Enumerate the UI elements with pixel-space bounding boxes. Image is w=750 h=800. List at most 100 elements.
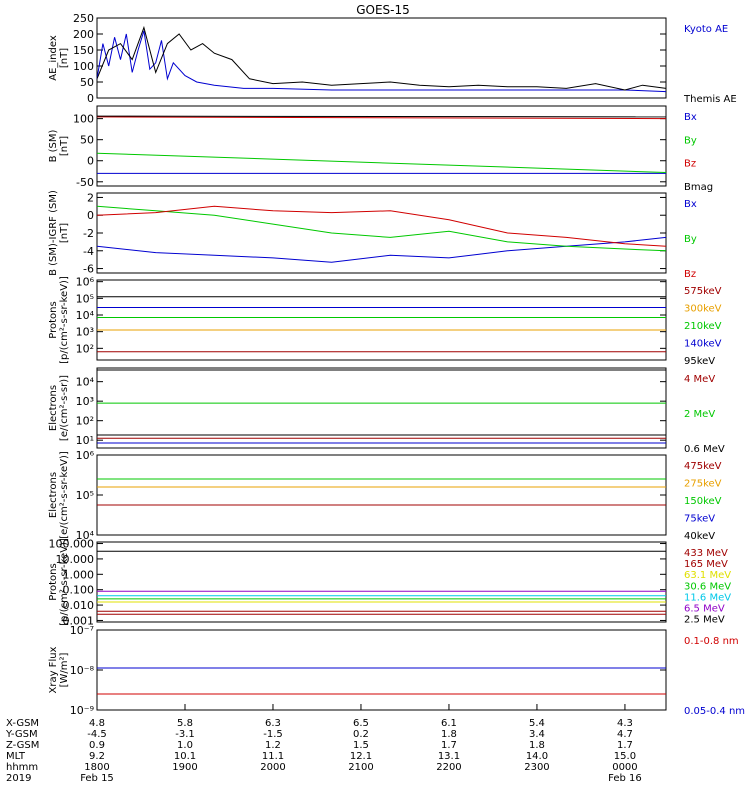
y-tick-label: 10² [76, 342, 94, 355]
legend-entry: Bmag [684, 182, 713, 193]
x-tick-value: 9.2 [89, 751, 105, 762]
series-line [96, 30, 667, 93]
legend-entry: 150keV [684, 496, 722, 507]
y-tick-label: 0 [87, 209, 94, 222]
legend-entry: 63.1 MeV [684, 570, 731, 581]
y-axis-label: Protons [48, 563, 59, 600]
plot-frame [96, 541, 667, 623]
y-axis-label: [e/(cm²-s-sr-keV)] [59, 451, 70, 539]
legend-entry: Bx [684, 199, 697, 210]
y-tick-label: 10³ [76, 395, 94, 408]
x-tick-value: -1.5 [263, 729, 283, 740]
y-axis-label: Electrons [48, 472, 59, 518]
x-axis-row-label: hhmm [6, 762, 38, 773]
plot-frame [96, 629, 667, 711]
legend-entry: Kyoto AE [684, 24, 728, 35]
panel-5: 10¹ 10² 10³ 10⁴ Electrons [e/(cm²-s-sr)] 4 MeV… [48, 367, 725, 455]
legend-entry: 11.6 MeV [684, 592, 731, 603]
y-tick-label: 10⁵ [76, 489, 94, 502]
y-tick-label: 200 [73, 28, 94, 41]
legend-entry: Bz [684, 159, 696, 170]
y-tick-label: 0.001 [63, 614, 95, 627]
legend-entry: 0.05-0.4 nm [684, 706, 745, 717]
legend-entry: 210keV [684, 321, 722, 332]
legend-entry: 75keV [684, 514, 715, 525]
x-tick-value: -3.1 [175, 729, 195, 740]
y-tick-label: 250 [73, 12, 94, 25]
panel-8: 10⁻⁹ 10⁻⁸ 10⁻⁷ Xray Flux [W/m²] 0.1-0.8 nm 0.0… [48, 624, 745, 717]
x-tick-value: 1.8 [441, 729, 457, 740]
x-tick-value: 0.2 [353, 729, 369, 740]
panels: 0 50 100 150 200 250 AE_index [nT] Kyoto AE Themi… [48, 12, 745, 717]
y-axis-label: [nT] [59, 136, 70, 156]
legend-entry: By [684, 135, 697, 146]
y-tick-label: 2 [87, 191, 94, 204]
y-tick-label: -6 [83, 263, 94, 276]
y-tick-label: 150 [73, 44, 94, 57]
x-tick-value: 13.1 [438, 751, 460, 762]
y-tick-label: 10⁵ [76, 292, 94, 305]
x-tick-value: -4.5 [87, 729, 107, 740]
legend-entry: 165 MeV [684, 559, 728, 570]
x-tick-value: 10.1 [174, 751, 196, 762]
x-tick-value: 1800 [84, 762, 109, 773]
legend-entry: 0.6 MeV [684, 444, 725, 455]
x-axis-row-label: X-GSM [6, 718, 39, 729]
panel-7: 0.001 0.010 0.100 1.000 10.000 100.000 Protons… [48, 538, 731, 628]
x-tick-value: 15.0 [614, 751, 636, 762]
x-tick-value: 1.5 [353, 740, 369, 751]
legend-entry: 6.5 MeV [684, 603, 725, 614]
y-tick-label: 0 [87, 92, 94, 105]
legend-entry: 575keV [684, 286, 722, 297]
x-tick-value: 2300 [524, 762, 549, 773]
y-tick-label: 10² [76, 415, 94, 428]
plot-frame [96, 105, 667, 187]
legend-entry: 30.6 MeV [684, 581, 731, 592]
x-tick-value: 6.5 [353, 718, 369, 729]
y-tick-label: 10¹ [76, 434, 94, 447]
x-tick-value: 4.7 [617, 729, 633, 740]
plot-frame [96, 279, 667, 361]
y-tick-label: 10⁻⁸ [70, 664, 95, 677]
y-axis-label: B (SM) [48, 129, 59, 162]
x-axis-row-label: MLT [6, 751, 26, 762]
x-tick-value: 4.8 [89, 718, 105, 729]
y-axis-label: [e/(cm²-s-sr)] [59, 375, 70, 441]
y-tick-label: 10⁻⁷ [70, 624, 94, 637]
y-tick-label: 50 [80, 134, 94, 147]
y-axis-label: Protons [48, 301, 59, 338]
x-tick-value: 2200 [436, 762, 461, 773]
x-tick-value: 2000 [260, 762, 285, 773]
x-tick-value: 1.7 [441, 740, 457, 751]
x-axis-row-label: Z-GSM [6, 740, 39, 751]
x-tick-value: 5.4 [529, 718, 545, 729]
y-axis-label: AE_index [48, 35, 59, 81]
plot-frame [96, 367, 667, 449]
y-tick-label: 1.000 [63, 568, 95, 581]
y-axis-label: [p/(cm²-s-sr-keV)] [59, 538, 70, 626]
x-tick-value: 0000 [612, 762, 637, 773]
x-tick-value: 2100 [348, 762, 373, 773]
panel-3: -6 -4 -2 0 2 B (SM)-IGRF (SM) [nT] Bx By Bz [48, 190, 697, 280]
legend-entry: 475keV [684, 461, 722, 472]
legend-entry: 433 MeV [684, 548, 728, 559]
legend-entry: 40keV [684, 531, 715, 542]
y-axis-label: B (SM)-IGRF (SM) [48, 190, 59, 276]
y-tick-label: 10.000 [56, 553, 95, 566]
y-tick-label: 100 [73, 113, 94, 126]
series-line [96, 116, 667, 120]
legend-entry: 95keV [684, 356, 715, 367]
x-axis-row-label: Y-GSM [5, 729, 38, 740]
y-tick-label: 10³ [76, 326, 94, 339]
plot-frame [96, 192, 667, 274]
y-tick-label: 10⁶ [76, 276, 95, 289]
legend-entry: 2.5 MeV [684, 615, 725, 626]
y-tick-label: 10⁻⁹ [70, 704, 94, 717]
x-tick-value: 5.8 [177, 718, 193, 729]
legend-entry: Themis AE [683, 94, 737, 105]
x-tick-value: 14.0 [526, 751, 548, 762]
y-axis-label: [p/(cm²-s-sr-keV)] [59, 276, 70, 364]
series-line [96, 205, 667, 252]
x-tick-value: 6.3 [265, 718, 281, 729]
